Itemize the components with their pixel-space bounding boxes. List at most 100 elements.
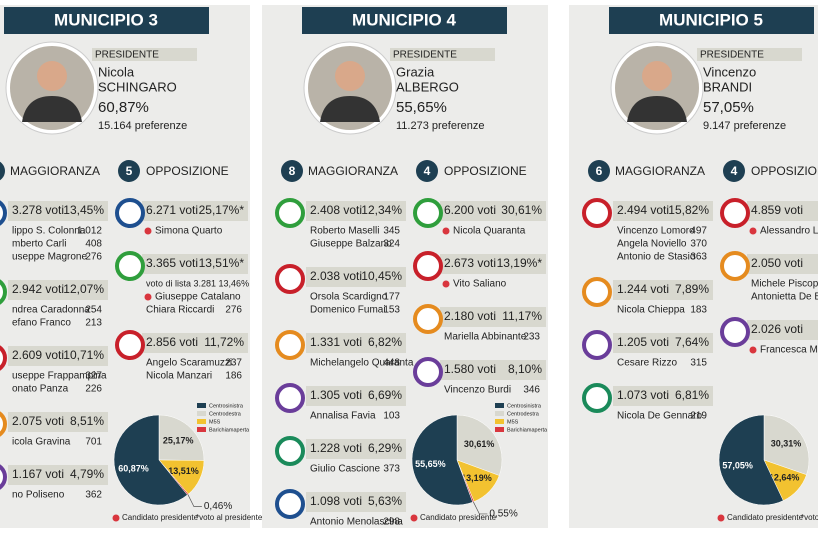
- pie-label: 0,46%: [204, 501, 232, 512]
- president-label: PRESIDENTE: [393, 50, 457, 61]
- footnote-president: Candidato presidente: [420, 513, 497, 522]
- candidate-name: Simona Quarto: [155, 226, 223, 237]
- list-logo: [275, 264, 305, 294]
- photo-body: [22, 96, 82, 122]
- candidate-name: Nicola Chieppa: [617, 305, 685, 316]
- list-bar: [747, 201, 818, 221]
- pie-label: 30,31%: [771, 439, 802, 449]
- pie-slice: [456, 414, 503, 476]
- list-votes: 3.278 voti: [12, 203, 64, 217]
- list-votes: 2.026 voti: [751, 322, 803, 336]
- candidate-name: efano Franco: [12, 318, 71, 329]
- candidate-name: useppe Magrone: [12, 252, 87, 263]
- candidate-votes: 276: [225, 305, 242, 316]
- list-logo: [275, 383, 305, 413]
- list-votes: 2.050 voti: [751, 256, 803, 270]
- candidate-name: lippo S. Colonna: [12, 226, 86, 237]
- list-votes: 6.200 voti: [444, 203, 496, 217]
- candidate-name: Mariella Abbinante: [444, 332, 527, 343]
- president-label-bar: [697, 48, 802, 61]
- candidate-votes: 183: [690, 305, 707, 316]
- president-candidate-dot: [749, 227, 757, 235]
- candidate-name: Antonio Menolascina: [310, 517, 403, 528]
- list-votes: 2.408 voti: [310, 203, 362, 217]
- pie-label: 60,87%: [118, 463, 149, 473]
- group-count-badge: [0, 161, 5, 181]
- photo-head: [335, 61, 365, 91]
- candidate-votes: 226: [85, 384, 102, 395]
- list-percent: 12,34%: [361, 203, 402, 217]
- candidate-name: Michele Piscopo: [751, 279, 818, 290]
- list-votes: 3.365 voti: [146, 256, 198, 270]
- candidate-name: Chiara Riccardi: [146, 305, 214, 316]
- list-votes: 1.073 voti: [617, 388, 669, 402]
- list-percent: 8,10%: [508, 362, 542, 376]
- candidate-votes: 276: [85, 252, 102, 263]
- candidate-votes: 363: [690, 252, 707, 263]
- list-logo: [115, 198, 145, 228]
- photo-body: [627, 96, 687, 122]
- candidate-votes: 497: [690, 226, 707, 237]
- list-logo: [413, 198, 443, 228]
- list-note: voto di lista 3.281 13,46%: [146, 278, 249, 288]
- list-bar: [747, 320, 818, 340]
- group-count: 4: [424, 164, 431, 178]
- list-votes: 1.098 voti: [310, 494, 362, 508]
- group-label: OPPOSIZIONE: [146, 164, 229, 178]
- title-bar: [609, 7, 814, 34]
- group-count-badge: [588, 160, 610, 182]
- candidate-name: Vincenzo Lomoro: [617, 226, 695, 237]
- list-logo: [582, 330, 612, 360]
- candidate-votes: 233: [523, 332, 540, 343]
- legend-label: M5S: [507, 419, 519, 425]
- list-bar: [306, 267, 406, 287]
- legend-label: Centrosinistra: [209, 403, 244, 409]
- candidate-votes: 315: [690, 358, 707, 369]
- list-bar: [440, 307, 546, 327]
- candidate-votes: 370: [690, 239, 707, 250]
- candidate-name: useppe Frappampina: [12, 371, 107, 382]
- list-logo: [720, 198, 750, 228]
- list-percent: 12,07%: [63, 282, 104, 296]
- candidate-votes: 186: [225, 371, 242, 382]
- candidate-name: Alessandro Lapenna: [760, 226, 818, 237]
- list-votes: 6.271 voti: [146, 203, 198, 217]
- president-preferences: 9.147 preferenze: [703, 120, 786, 132]
- list-bar: [306, 386, 406, 406]
- legend-swatch: [197, 419, 206, 424]
- list-bar: [613, 333, 713, 353]
- candidate-name: Giuseppe Catalano: [155, 292, 241, 303]
- candidate-votes: 408: [85, 239, 102, 250]
- list-bar: [306, 333, 406, 353]
- list-votes: 1.331 voti: [310, 335, 362, 349]
- candidate-name: Nicola Quaranta: [453, 226, 526, 237]
- president-candidate-dot: [144, 227, 152, 235]
- candidate-name: Francesca Maiorano: [760, 345, 818, 356]
- president-preferences: 11.273 preferenze: [396, 120, 484, 132]
- candidate-name: Angelo Scaramuzzi: [146, 358, 232, 369]
- president-label: PRESIDENTE: [700, 50, 764, 61]
- list-percent: 30,61%: [501, 203, 542, 217]
- president-last-name: ALBERGO: [396, 79, 459, 94]
- list-logo: [275, 330, 305, 360]
- list-logo: [582, 383, 612, 413]
- president-candidate-dot: [442, 227, 450, 235]
- candidate-votes: 327: [85, 371, 102, 382]
- group-count: 6: [596, 164, 603, 178]
- list-logo: [0, 345, 7, 371]
- list-logo: [582, 277, 612, 307]
- list-bar: [142, 254, 248, 274]
- candidate-votes: 298: [383, 517, 400, 528]
- list-bar: [8, 465, 108, 485]
- legend-label: Barichiamaperta: [507, 427, 548, 433]
- candidate-name: icola Gravina: [12, 437, 71, 448]
- list-percent: 6,81%: [675, 388, 709, 402]
- candidate-votes: 213: [85, 318, 102, 329]
- list-votes: 1.580 voti: [444, 362, 496, 376]
- group-label: OPPOSIZIONE: [751, 164, 818, 178]
- legend-swatch: [197, 411, 206, 416]
- list-votes: 2.494 voti: [617, 203, 669, 217]
- list-votes: 1.205 voti: [617, 335, 669, 349]
